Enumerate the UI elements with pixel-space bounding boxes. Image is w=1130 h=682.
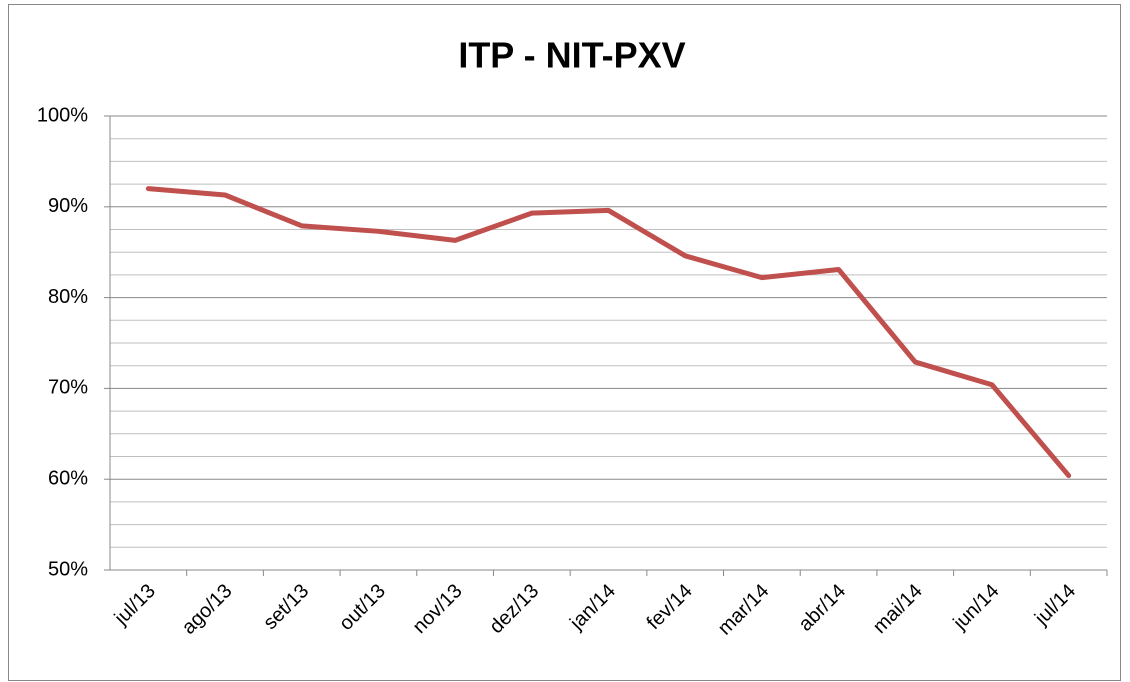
y-tick-label: 80% (48, 286, 88, 308)
y-tick-label: 100% (37, 104, 88, 126)
y-tick-label: 70% (48, 377, 88, 399)
y-tick-label: 50% (48, 558, 88, 580)
chart-title: ITP - NIT-PXV (458, 35, 685, 76)
y-tick-label: 90% (48, 195, 88, 217)
y-tick-label: 60% (48, 467, 88, 489)
data-line (145, 186, 1072, 479)
